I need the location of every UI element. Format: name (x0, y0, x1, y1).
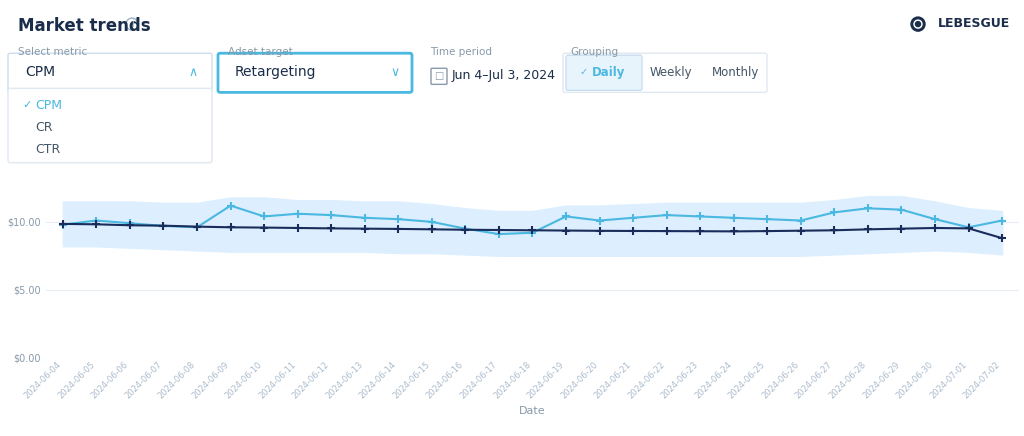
Text: i: i (131, 19, 133, 29)
Text: Adset target: Adset target (228, 47, 293, 57)
Circle shape (914, 20, 922, 28)
Text: Weekly: Weekly (650, 66, 692, 79)
Text: Monthly: Monthly (712, 66, 760, 79)
Text: Grouping: Grouping (570, 47, 618, 57)
Text: CPM: CPM (25, 65, 55, 79)
Text: LEBESGUE: LEBESGUE (938, 17, 1010, 30)
Text: ✓: ✓ (580, 67, 588, 77)
Text: CR: CR (35, 121, 52, 134)
FancyBboxPatch shape (563, 53, 767, 92)
FancyBboxPatch shape (8, 53, 212, 92)
Text: Select metric: Select metric (18, 47, 87, 57)
Text: □: □ (434, 72, 443, 81)
FancyBboxPatch shape (431, 68, 447, 84)
Text: ✓: ✓ (22, 100, 32, 110)
X-axis label: Date: Date (519, 406, 546, 416)
FancyBboxPatch shape (8, 89, 212, 163)
Text: Time period: Time period (430, 47, 492, 57)
Text: ∧: ∧ (188, 66, 198, 79)
Text: Retargeting: Retargeting (234, 65, 316, 79)
Text: Market trends: Market trends (18, 17, 151, 35)
Circle shape (911, 17, 925, 31)
Circle shape (915, 22, 921, 27)
FancyBboxPatch shape (566, 55, 642, 90)
Text: CPM: CPM (35, 99, 62, 112)
Text: Daily: Daily (592, 66, 626, 79)
Text: ∨: ∨ (391, 66, 400, 79)
FancyBboxPatch shape (218, 53, 412, 92)
Text: CTR: CTR (35, 143, 60, 156)
Text: Jun 4–Jul 3, 2024: Jun 4–Jul 3, 2024 (452, 69, 556, 82)
